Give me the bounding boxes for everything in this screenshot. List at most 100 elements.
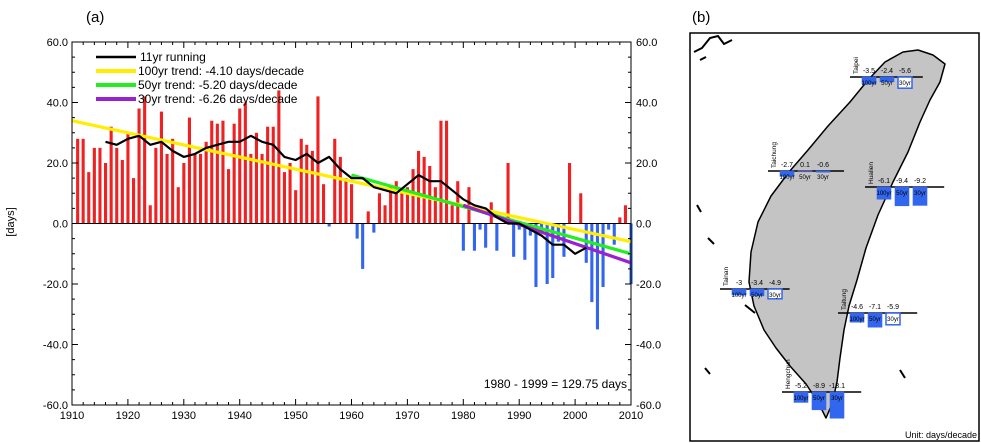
bar-1945 [266,126,270,224]
station-segment-label: 30yr [831,396,843,402]
station-bar-50yr [894,186,910,207]
bar-1974 [428,166,432,224]
x-tick-label: 1980 [451,410,475,422]
station-segment-label: 100yr [849,317,864,323]
bar-1914 [92,147,96,224]
bar-1957 [333,138,337,224]
station-bar-100yr [861,76,877,85]
y-tick-label-right: 0.0 [636,219,651,231]
y-tick-label-right: -40.0 [636,340,661,352]
bar-1925 [154,147,158,224]
station-bar-100yr [793,391,809,403]
bar-1924 [148,205,152,224]
station-tainan: Tainan -3 100yr -3.4 50yr -4.9 30yr [720,266,790,300]
x-tick-label: 1940 [227,410,251,422]
station-value: -4.9 [769,280,781,287]
bar-1950 [294,190,298,224]
station-segment-label: 100yr [779,175,794,181]
station-name: Hualien [868,162,875,184]
bar-1951 [299,138,303,224]
station-bar-30yr [885,312,901,326]
bar-1947 [277,90,281,224]
bar-1976 [439,120,443,224]
bar-2001 [579,193,583,224]
bar-1980 [461,223,465,251]
station-bar-30yr [912,186,928,206]
station-bar-50yr [749,288,765,297]
bar-2009 [623,205,627,224]
station-bar-50yr [879,76,895,83]
bar-1934 [204,141,208,224]
station-value: -0.6 [817,162,829,169]
series-line-0 [105,134,587,255]
station-value: -7.1 [869,304,881,311]
station-value: -6.1 [878,178,890,185]
bar-2004 [595,223,599,330]
bar-1967 [389,187,393,224]
bar-1954 [316,96,320,224]
station-bar-30yr [815,170,831,173]
station-bar-30yr [897,76,913,89]
y-tick-label-left: 60.0 [47,37,68,49]
station-bar-100yr [731,288,747,296]
bar-1977 [445,120,449,224]
station-value: -4.6 [851,304,863,311]
bar-1930 [182,163,186,224]
bar-1993 [534,223,538,287]
bar-1922 [137,108,141,224]
station-bar-100yr [849,312,865,323]
x-tick-label: 1950 [283,410,307,422]
bar-1939 [232,123,236,224]
bar-1931 [187,117,191,224]
station-value: -8.9 [813,383,825,390]
legend-label-3: 30yr trend: -6.26 days/decade [138,92,298,106]
series-line-3 [462,203,632,265]
bar-1972 [417,150,421,224]
bar-1912 [81,138,85,224]
station-bar-50yr [797,170,813,173]
x-tick-label: 1960 [339,410,363,422]
bar-1973 [422,156,426,224]
legend-label-2: 50yr trend: -5.20 days/decade [138,78,298,92]
bar-1949 [288,163,292,224]
station-bar-30yr [767,288,783,300]
station-value: 0.1 [800,162,810,169]
bar-1999 [568,163,572,224]
station-value: -2.7 [781,162,793,169]
bar-1920 [126,132,130,224]
station-segment-label: 30yr [914,191,926,197]
bar-1917 [109,126,113,224]
y-axis-label: [days] [5,207,17,236]
station-hengchun: Hengchun -5.2 100yr -8.9 50yr -13.1 30yr [782,359,862,419]
station-segment-label: 50yr [799,175,811,181]
station-segment-label: 100yr [876,191,891,197]
station-value: -9.2 [914,178,926,185]
legend-label-1: 100yr trend: -4.10 days/decade [138,64,304,78]
bar-1936 [215,123,219,224]
bar-1963 [366,211,370,224]
bar-2006 [607,223,611,230]
station-value: -3.4 [751,280,763,287]
station-segment-label: 50yr [751,293,763,299]
bar-1944 [260,153,264,224]
bar-1990 [517,223,521,230]
station-segment-label: 50yr [869,317,881,323]
y-tick-label-left: 0.0 [53,219,68,231]
y-tick-label-right: 60.0 [636,37,657,49]
bar-2005 [601,223,605,287]
x-tick-label: 1930 [172,410,196,422]
x-tick-label: 1910 [60,410,84,422]
bar-1928 [171,138,175,224]
bar-1962 [361,223,365,269]
bar-1927 [165,153,169,224]
bar-1991 [523,223,527,260]
x-tick-label: 2000 [563,410,587,422]
station-segment-label: 100yr [861,81,876,87]
station-name: Taichung [771,142,778,168]
station-value: -9.4 [896,178,908,185]
station-segment-label: 50yr [813,396,825,402]
station-value: -2.4 [881,68,893,75]
panel-b-label: (b) [692,9,710,26]
y-tick-label-right: 20.0 [636,158,657,170]
